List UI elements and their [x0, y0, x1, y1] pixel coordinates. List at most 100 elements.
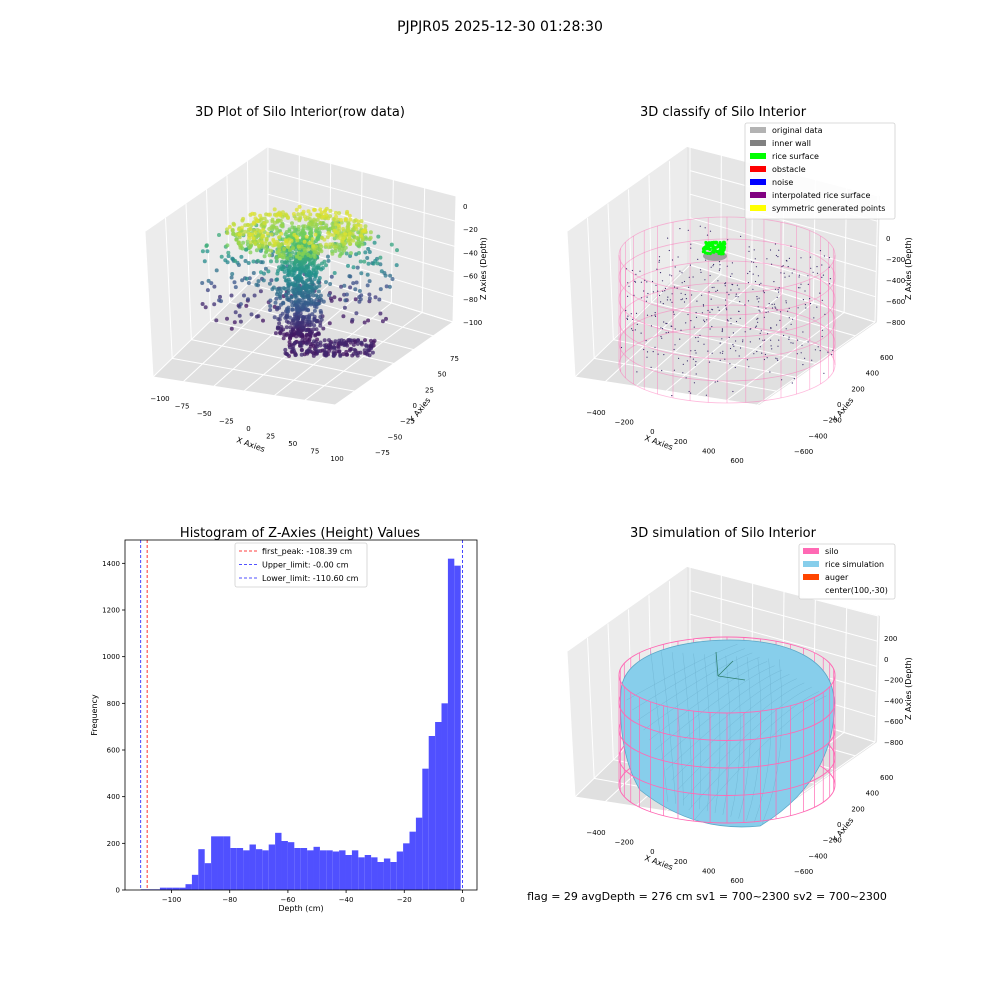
classified-point — [711, 286, 713, 289]
raw-data-point — [296, 244, 301, 249]
classified-point — [654, 314, 656, 316]
classified-point — [643, 348, 645, 351]
raw-data-point — [291, 246, 295, 251]
classified-point — [688, 286, 690, 288]
classify-3d-xticks: −400 −200 0 200 400 600 — [586, 409, 743, 465]
classified-point — [633, 294, 635, 296]
classified-point — [812, 271, 814, 273]
raw-data-point — [384, 316, 388, 321]
x-tick-label: −100 — [162, 896, 181, 904]
classified-point — [817, 346, 819, 348]
classified-point — [666, 323, 668, 325]
raw-data-point — [311, 293, 316, 298]
raw-data-point — [378, 287, 383, 292]
histogram-bar — [185, 884, 192, 890]
raw-data-point — [348, 285, 353, 290]
raw-data-point — [243, 259, 248, 263]
raw-data-point — [302, 214, 307, 219]
raw-data-point — [278, 286, 283, 291]
classified-point — [814, 349, 817, 351]
raw-data-point — [308, 212, 313, 217]
classified-point — [746, 359, 749, 361]
raw-data-point — [371, 261, 376, 266]
classified-point — [695, 361, 697, 363]
histogram-bar — [339, 850, 346, 890]
x-tick-label: 0 — [460, 896, 464, 904]
raw-data-point — [299, 348, 304, 353]
histogram-yticks: 0 200 400 600 800 1000 1200 1400 — [102, 560, 125, 895]
raw-data-point — [304, 272, 309, 277]
raw-data-point — [313, 232, 318, 237]
classified-point — [739, 317, 741, 319]
rice-surface-point — [722, 240, 726, 244]
classified-point — [783, 272, 785, 274]
classified-point — [757, 321, 759, 323]
classified-point — [790, 342, 792, 344]
classified-point — [804, 290, 806, 292]
classified-point — [661, 328, 664, 330]
raw-data-point — [206, 278, 211, 283]
raw-data-point — [367, 250, 372, 254]
raw-data-point — [275, 256, 279, 260]
classified-point — [767, 333, 769, 335]
classified-point — [785, 302, 787, 304]
raw-data-point — [318, 207, 323, 212]
classified-point — [780, 272, 782, 274]
classified-point — [821, 329, 824, 331]
classified-point — [785, 328, 787, 330]
raw-data-point — [372, 240, 377, 245]
classified-point — [650, 366, 652, 368]
classified-point — [646, 281, 648, 283]
classified-point — [719, 359, 721, 361]
raw-data-point — [300, 291, 305, 296]
classified-point — [832, 349, 834, 351]
classified-point — [705, 394, 708, 396]
classified-point — [679, 338, 681, 340]
raw-data-point — [293, 283, 298, 288]
classified-point — [727, 239, 729, 241]
rice-mesh-line — [643, 656, 760, 731]
classified-point — [671, 293, 673, 295]
classified-point — [661, 280, 664, 282]
raw-data-point — [261, 318, 265, 323]
raw-data-point — [295, 307, 300, 312]
raw-data-point — [389, 242, 394, 247]
sim-y-tick: −200 — [823, 837, 842, 845]
histogram-bar — [409, 831, 416, 890]
classified-point — [790, 323, 792, 325]
raw-data-point — [332, 345, 337, 350]
legend-label: symmetric generated points — [772, 204, 885, 213]
raw-data-point — [334, 214, 338, 219]
raw-data-point — [264, 237, 269, 241]
raw-data-point — [281, 336, 286, 341]
raw-data-point — [347, 274, 352, 279]
histogram-bar — [326, 850, 333, 890]
classified-point — [709, 311, 711, 313]
classified-point — [787, 266, 789, 268]
classified-point — [716, 289, 719, 291]
classified-point — [742, 339, 744, 341]
raw-data-point — [320, 266, 325, 270]
raw-data-point — [316, 263, 321, 268]
raw-data-point — [278, 218, 283, 223]
histogram-bar — [390, 862, 397, 890]
raw-data-point — [204, 243, 209, 248]
raw-data-point — [219, 299, 223, 304]
classified-point — [711, 352, 713, 354]
sim-z-tick: −800 — [884, 739, 903, 747]
histogram-bar — [243, 850, 250, 890]
histogram-xlabel: Depth (cm) — [278, 904, 323, 913]
raw-data-point — [230, 272, 235, 276]
raw-data-point — [255, 219, 260, 224]
classified-point — [725, 307, 727, 309]
sim-x-tick: −400 — [586, 829, 605, 837]
classified-point — [707, 309, 709, 312]
classified-point — [725, 305, 727, 307]
rice-surface-point — [721, 249, 725, 253]
raw-data-point — [277, 321, 282, 326]
classify-y-tick: 0 — [837, 401, 841, 409]
raw-data-point — [316, 289, 321, 294]
classified-point — [652, 291, 655, 293]
raw-data-point — [296, 229, 301, 234]
rice-mesh-line — [714, 654, 721, 814]
